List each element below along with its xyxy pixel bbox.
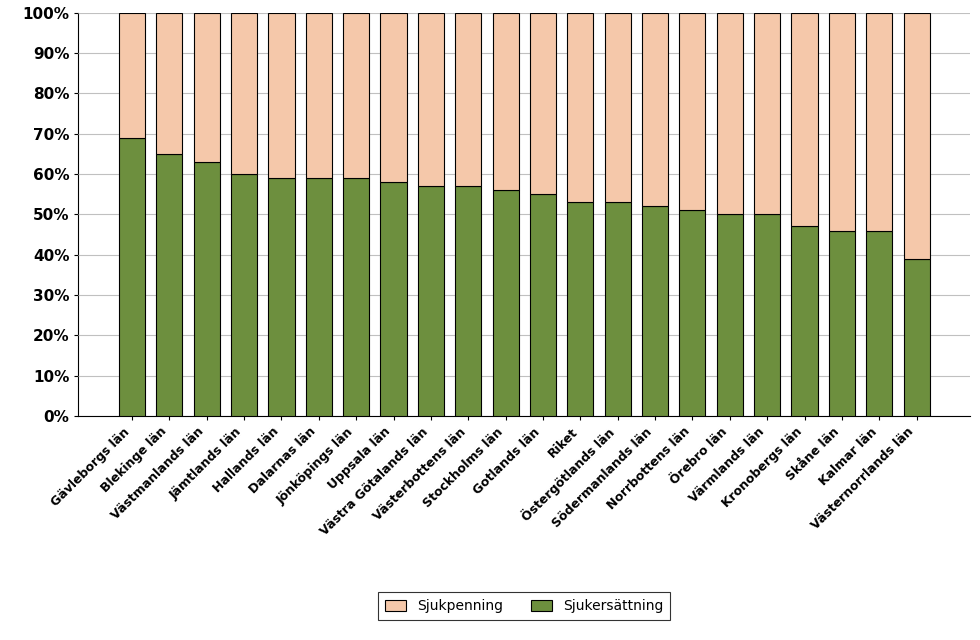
Bar: [754, 214, 780, 416]
Bar: [605, 13, 631, 202]
Bar: [866, 230, 893, 416]
Bar: [455, 186, 481, 416]
Bar: [716, 13, 743, 214]
Bar: [269, 13, 295, 178]
Bar: [829, 230, 855, 416]
Bar: [231, 13, 257, 174]
Bar: [866, 13, 893, 230]
Bar: [792, 13, 817, 227]
Bar: [605, 202, 631, 416]
Bar: [530, 13, 556, 194]
Bar: [829, 13, 855, 230]
Bar: [417, 186, 444, 416]
Bar: [716, 214, 743, 416]
Bar: [679, 211, 706, 416]
Bar: [380, 13, 407, 182]
Bar: [380, 182, 407, 416]
Bar: [343, 178, 369, 416]
Bar: [306, 13, 332, 178]
Bar: [194, 162, 220, 416]
Legend: Sjukpenning, Sjukersättning: Sjukpenning, Sjukersättning: [378, 592, 670, 620]
Bar: [642, 13, 668, 206]
Bar: [269, 178, 295, 416]
Bar: [679, 13, 706, 211]
Bar: [792, 227, 817, 416]
Bar: [493, 190, 518, 416]
Bar: [567, 13, 594, 202]
Bar: [642, 206, 668, 416]
Bar: [904, 13, 930, 259]
Bar: [194, 13, 220, 162]
Bar: [231, 174, 257, 416]
Bar: [156, 13, 182, 154]
Bar: [417, 13, 444, 186]
Bar: [493, 13, 518, 190]
Bar: [567, 202, 594, 416]
Bar: [306, 178, 332, 416]
Bar: [754, 13, 780, 214]
Bar: [904, 259, 930, 416]
Bar: [119, 13, 145, 138]
Bar: [343, 13, 369, 178]
Bar: [156, 154, 182, 416]
Bar: [455, 13, 481, 186]
Bar: [530, 194, 556, 416]
Bar: [119, 138, 145, 416]
